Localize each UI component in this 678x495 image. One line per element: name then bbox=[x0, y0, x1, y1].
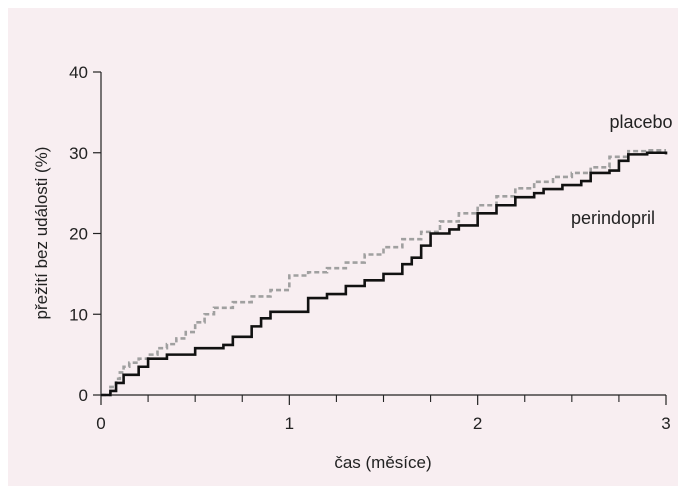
y-tick-label: 10 bbox=[69, 305, 88, 324]
series-line-placebo bbox=[101, 149, 666, 397]
series-label-perindopril: perindopril bbox=[571, 208, 655, 228]
x-tick-label: 2 bbox=[473, 414, 482, 433]
x-tick-label: 1 bbox=[285, 414, 294, 433]
y-axis-title: přežití bez události (%) bbox=[32, 147, 51, 320]
x-tick-label: 0 bbox=[96, 414, 105, 433]
y-tick-label: 20 bbox=[69, 225, 88, 244]
y-tick-label: 30 bbox=[69, 144, 88, 163]
series-layer bbox=[101, 149, 668, 397]
chart-background bbox=[8, 8, 678, 486]
series-line-perindopril bbox=[101, 151, 668, 397]
y-tick-label: 0 bbox=[79, 386, 88, 405]
y-tick-label: 40 bbox=[69, 63, 88, 82]
labels-layer: čas (měsíce) přežití bez události (%) pl… bbox=[32, 112, 673, 472]
series-label-placebo: placebo bbox=[609, 112, 672, 132]
x-tick-label: 3 bbox=[661, 414, 670, 433]
x-axis-title: čas (měsíce) bbox=[334, 453, 431, 472]
axes: 0 10 20 30 40 0 1 2 3 bbox=[69, 63, 671, 433]
